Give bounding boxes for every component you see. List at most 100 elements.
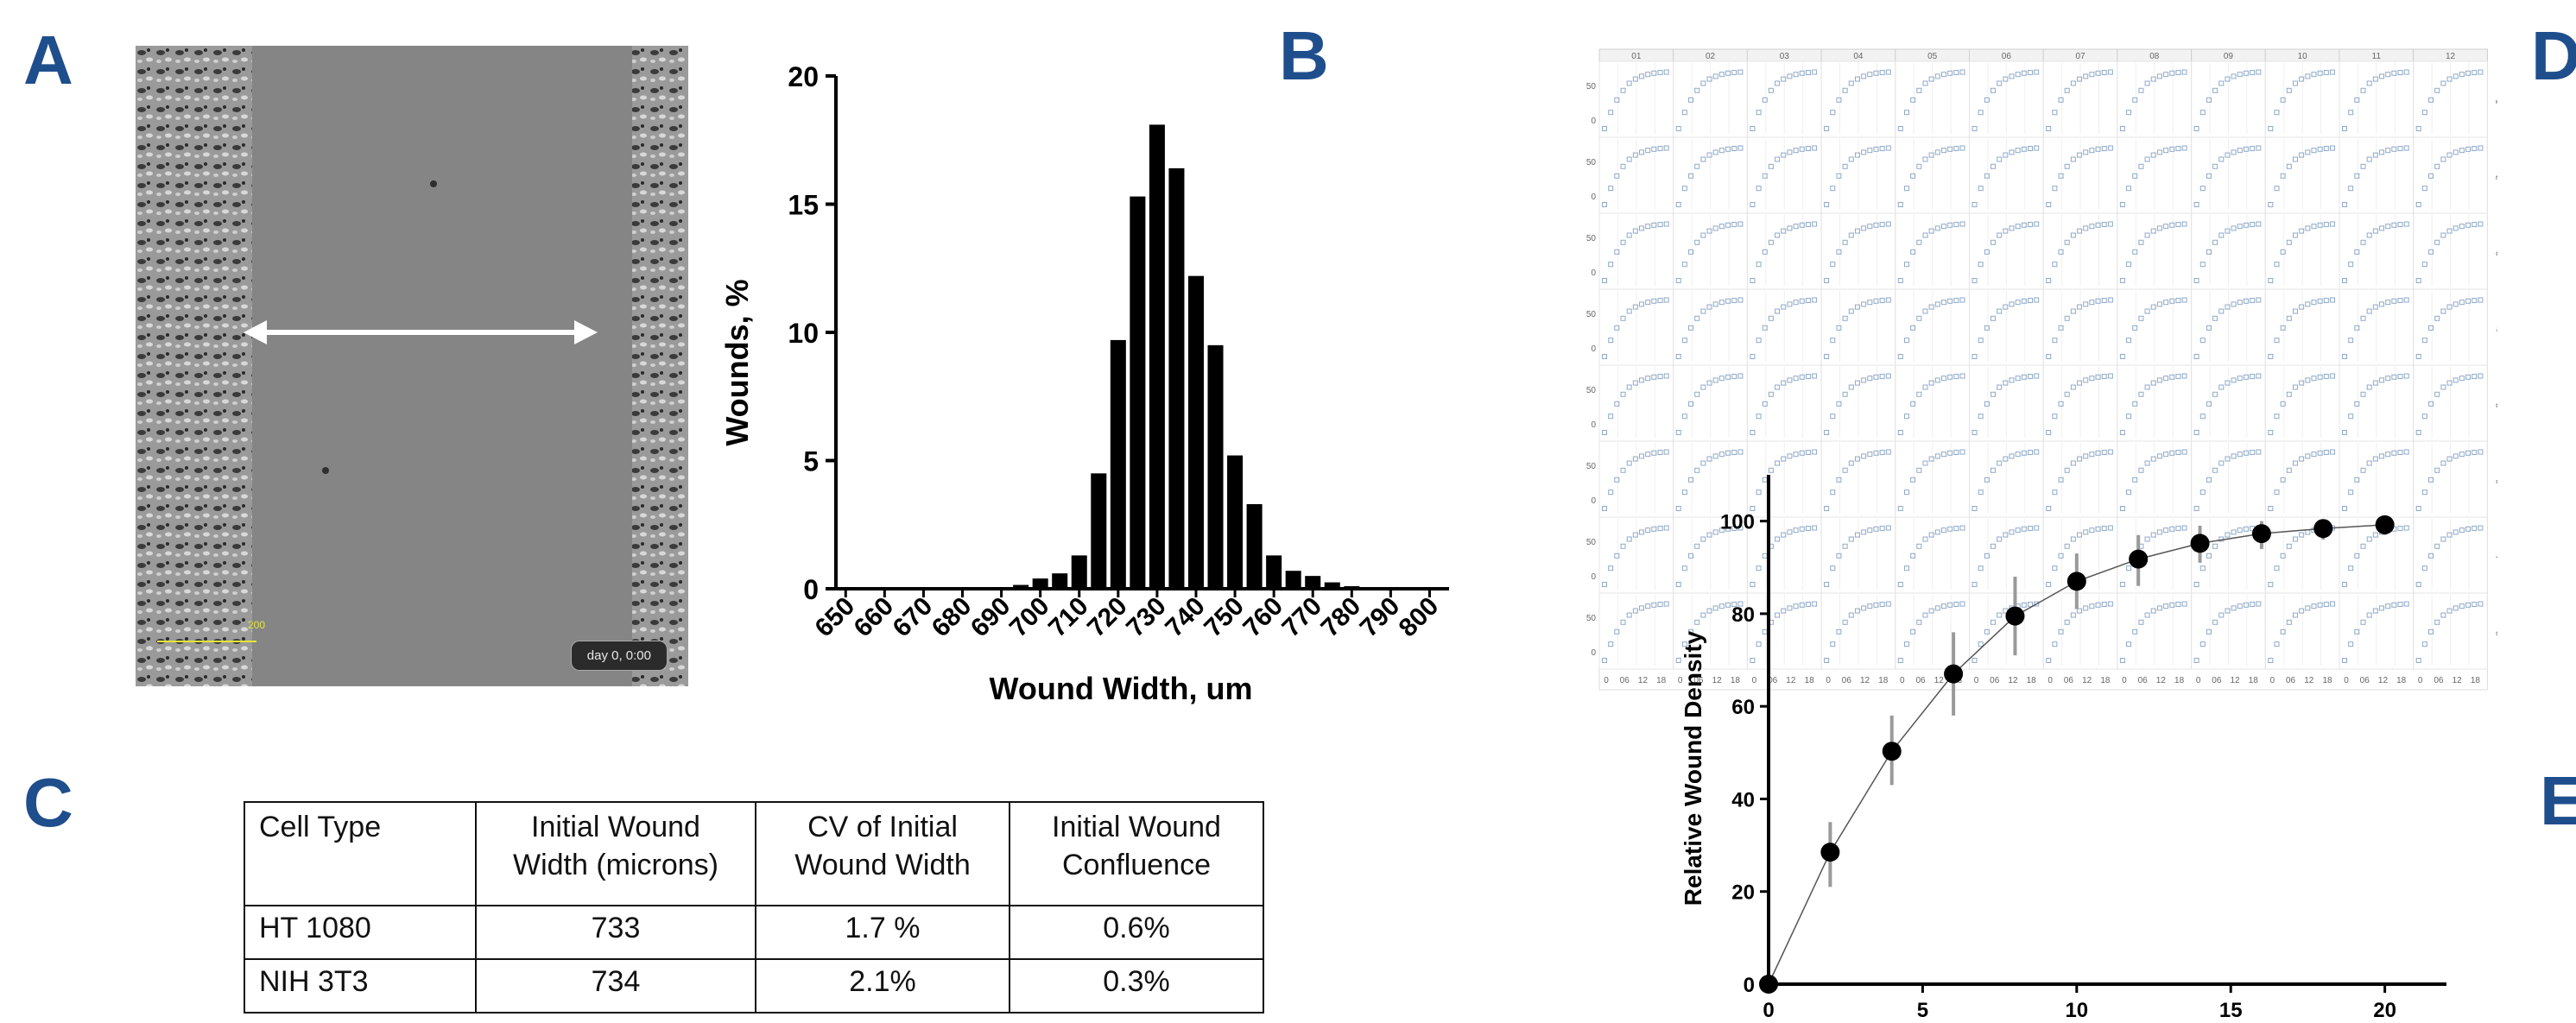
grid-mini-point: [1632, 304, 1638, 310]
curve-x-tick-label: 10: [2065, 999, 2088, 1022]
grid-mini-point: [2360, 619, 2366, 625]
grid-mini-point: [2089, 603, 2095, 609]
grid-mini-point: [2428, 477, 2434, 483]
cell-type: HT 1080: [244, 905, 477, 960]
grid-mini-point: [2372, 152, 2378, 158]
grid-mini-point: [1830, 186, 1836, 192]
grid-mini-point: [2218, 232, 2225, 238]
grid-mini-point: [2366, 308, 2372, 314]
grid-mini-point: [2175, 374, 2181, 380]
grid-mini-point: [1848, 536, 1854, 542]
grid-mini-point: [1947, 298, 1953, 304]
grid-mini-point: [1688, 325, 1694, 331]
grid-mini-point: [1639, 377, 1645, 383]
grid-mini-point: [1848, 612, 1854, 618]
grid-mini-point: [1645, 527, 1651, 534]
grid-mini-point: [1651, 374, 1657, 380]
curve-data-point: [1882, 742, 1902, 761]
grid-mini-point: [1928, 532, 1934, 538]
grid-mini-point: [2305, 149, 2311, 155]
grid-mini-point: [1706, 608, 1712, 614]
grid-mini-point: [1910, 628, 1916, 635]
grid-mini-point: [1731, 602, 1737, 608]
grid-mini-point: [1718, 148, 1725, 154]
grid-mini-point: [2323, 222, 2329, 228]
grid-mini-point: [2243, 374, 2249, 380]
grid-mini-point: [2089, 148, 2095, 154]
grid-mini-point: [2003, 228, 2009, 234]
curve-data-point: [2005, 606, 2025, 626]
grid-mini-point: [2052, 262, 2058, 268]
grid-mini-point: [1903, 338, 1909, 344]
grid-mini-point: [1793, 224, 1799, 230]
grid-mini-point: [2077, 456, 2083, 462]
curve-data-point: [2190, 534, 2210, 553]
grid-column-label: 02: [1706, 52, 1716, 61]
grid-mini-point: [1836, 477, 1842, 483]
grid-mini-point: [1663, 221, 1669, 227]
grid-mini-point: [2237, 224, 2243, 230]
grid-mini-point: [1608, 565, 1614, 571]
grid-mini-point: [1688, 249, 1694, 255]
grid-mini-point: [1854, 76, 1860, 82]
grid-y-tick-label: 0: [1591, 572, 1596, 582]
grid-mini-point: [2156, 453, 2162, 459]
grid-mini-point: [2440, 384, 2446, 390]
grid-mini-point: [2379, 377, 2385, 383]
grid-mini-point: [1897, 506, 1903, 511]
grid-mini-point: [1620, 467, 1626, 473]
grid-mini-point: [1608, 186, 1614, 192]
grid-mini-point: [1706, 76, 1712, 82]
grid-mini-point: [1805, 602, 1811, 608]
grid-mini-point: [1867, 224, 1873, 230]
grid-mini-point: [2107, 297, 2113, 303]
grid-mini-point: [2070, 384, 2076, 390]
grid-mini-point: [1614, 553, 1620, 559]
grid-mini-point: [1805, 526, 1811, 532]
grid-mini-point: [2218, 156, 2225, 162]
grid-mini-point: [2064, 467, 2070, 473]
grid-mini-point: [2478, 297, 2484, 303]
grid-mini-point: [1781, 228, 1787, 234]
histogram-bar: [1149, 124, 1165, 589]
grid-mini-point: [1897, 582, 1903, 587]
grid-mini-point: [2323, 146, 2329, 152]
histogram-bar: [1246, 503, 1263, 589]
grid-mini-point: [1879, 298, 1885, 304]
grid-mini-point: [1626, 232, 1632, 238]
grid-mini-point: [2150, 152, 2156, 158]
grid-mini-point: [1867, 300, 1873, 306]
well-plate-grid: 0102030405060708091011121500250035004500…: [1586, 48, 2497, 691]
grid-y-tick-label: 50: [1586, 234, 1597, 243]
grid-mini-point: [2021, 374, 2027, 380]
grid-mini-point: [2317, 146, 2323, 152]
grid-mini-point: [1854, 304, 1860, 310]
grid-mini-point: [1959, 297, 1965, 303]
grid-mini-point: [2317, 298, 2323, 304]
grid-mini-point: [2280, 325, 2286, 331]
grid-mini-point: [1626, 308, 1632, 314]
grid-y-tick-label: 50: [1586, 462, 1597, 471]
grid-mini-point: [2052, 110, 2058, 116]
grid-x-tick-label: 18: [2471, 676, 2481, 685]
curve-data-point: [1759, 975, 1778, 994]
grid-mini-point: [2472, 146, 2478, 152]
grid-mini-point: [1639, 605, 1645, 611]
grid-mini-point: [2397, 374, 2403, 380]
grid-mini-point: [2199, 338, 2206, 344]
grid-mini-point: [1842, 619, 1848, 625]
grid-mini-point: [2156, 149, 2162, 155]
grid-mini-point: [1675, 354, 1681, 359]
grid-mini-point: [2330, 373, 2335, 379]
grid-mini-point: [2286, 315, 2292, 321]
grid-mini-point: [1953, 146, 1959, 152]
histogram-x-label: Wound Width, um: [990, 671, 1253, 706]
grid-mini-point: [2144, 536, 2150, 542]
histogram-y-tick-label: 0: [803, 574, 819, 605]
grid-mini-point: [1978, 414, 1984, 420]
grid-mini-point: [2144, 308, 2150, 314]
grid-mini-point: [1824, 126, 1830, 131]
grid-mini-point: [1947, 222, 1953, 228]
grid-mini-point: [1959, 69, 1965, 75]
grid-mini-point: [2465, 374, 2472, 380]
